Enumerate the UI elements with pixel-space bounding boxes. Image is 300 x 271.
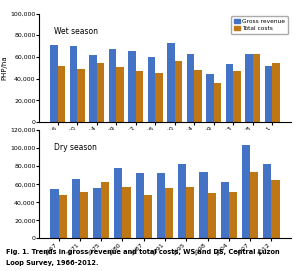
Bar — [97, 63, 104, 122]
Bar — [221, 182, 229, 238]
Y-axis label: PHP/ha: PHP/ha — [2, 56, 8, 80]
Bar — [128, 51, 136, 122]
Bar — [214, 83, 221, 122]
Bar — [144, 195, 152, 238]
Bar — [167, 43, 175, 122]
Bar — [58, 195, 67, 238]
Bar — [208, 193, 216, 238]
Bar — [157, 173, 165, 238]
Text: Dry season: Dry season — [54, 143, 97, 152]
Bar — [116, 67, 124, 122]
Bar — [200, 172, 208, 238]
Bar — [263, 163, 272, 238]
Bar — [194, 70, 202, 122]
Bar — [178, 163, 186, 238]
Bar — [72, 179, 80, 238]
Bar — [136, 173, 144, 238]
Bar — [136, 71, 143, 122]
Text: Wet season: Wet season — [54, 27, 98, 36]
Bar — [122, 187, 130, 238]
Bar — [229, 192, 237, 238]
Bar — [265, 66, 272, 122]
Bar — [165, 188, 173, 238]
Bar — [50, 45, 58, 122]
Text: Loop Survey, 1966-2012.: Loop Survey, 1966-2012. — [6, 260, 98, 266]
Bar — [245, 54, 253, 122]
Bar — [250, 172, 258, 238]
Bar — [77, 69, 85, 122]
Bar — [206, 74, 214, 122]
Bar — [226, 64, 233, 122]
Bar — [70, 46, 77, 122]
Bar — [58, 66, 65, 122]
Bar — [148, 57, 155, 122]
Bar — [272, 180, 280, 238]
Bar — [114, 168, 122, 238]
Bar — [186, 187, 194, 238]
Legend: Gross revenue, Total costs: Gross revenue, Total costs — [231, 17, 288, 34]
Bar — [93, 188, 101, 238]
Bar — [175, 61, 182, 122]
Bar — [155, 73, 163, 122]
Bar — [109, 49, 116, 122]
Bar — [101, 182, 109, 238]
Bar — [242, 144, 250, 238]
Bar — [50, 189, 59, 238]
Bar — [272, 63, 280, 122]
Bar — [253, 54, 260, 122]
Bar — [89, 55, 97, 122]
Bar — [80, 192, 88, 238]
Bar — [187, 54, 194, 122]
Text: Fig. 1. Trends in gross revenue and total costs, WS and DS, Central Luzon: Fig. 1. Trends in gross revenue and tota… — [6, 249, 280, 255]
Bar — [233, 71, 241, 122]
